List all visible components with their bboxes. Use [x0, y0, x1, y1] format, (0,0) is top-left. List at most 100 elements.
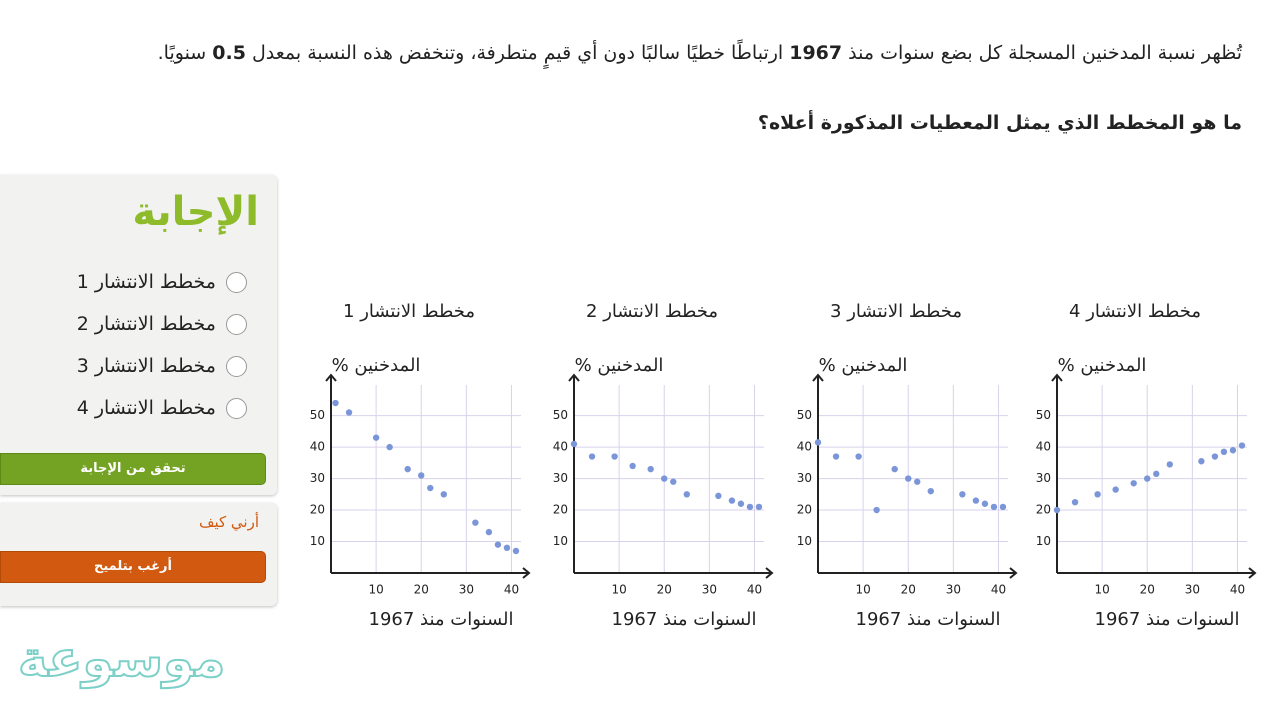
point — [1220, 448, 1228, 456]
x-axis — [1057, 567, 1257, 579]
x-tick-label: 20 — [1140, 583, 1155, 597]
check-button[interactable]: تحقق من الإجابة — [0, 453, 266, 485]
question-number: 1967 — [789, 42, 843, 64]
y-axis-label: % المدخنين — [1058, 355, 1147, 376]
point — [1112, 486, 1119, 493]
y-tick-label: 30 — [1036, 471, 1051, 485]
point — [855, 453, 862, 460]
point — [611, 453, 618, 460]
point — [999, 503, 1007, 511]
answer-title: الإجابة — [132, 189, 259, 235]
x-tick-label: 30 — [1185, 583, 1200, 597]
y-axis — [325, 373, 337, 573]
point — [905, 475, 912, 482]
option[interactable]: مخطط الانتشار 1 — [77, 271, 247, 293]
x-axis-label: السنوات منذ 1967 — [369, 609, 514, 630]
point — [1130, 480, 1137, 487]
point — [494, 541, 502, 548]
point — [914, 478, 921, 485]
chart-title: مخطط الانتشار 2 — [586, 301, 718, 322]
point — [472, 519, 479, 526]
point — [728, 497, 736, 504]
point — [386, 443, 393, 451]
point — [755, 503, 763, 511]
point — [746, 503, 754, 511]
point — [629, 462, 636, 470]
y-tick-label: 20 — [797, 503, 812, 517]
radio[interactable] — [226, 271, 247, 293]
point — [1053, 506, 1061, 514]
point — [1144, 475, 1151, 482]
x-tick-label: 20 — [657, 583, 672, 597]
radio[interactable] — [226, 355, 247, 377]
option[interactable]: مخطط الانتشار 3 — [77, 355, 247, 377]
point — [832, 453, 840, 460]
x-tick-label: 10 — [368, 583, 383, 597]
point — [418, 472, 425, 479]
y-tick-label: 40 — [553, 440, 568, 454]
option-label[interactable]: مخطط الانتشار 4 — [76, 397, 216, 419]
point — [1094, 491, 1101, 498]
option-label[interactable]: مخطط الانتشار 2 — [76, 313, 216, 335]
y-axis-label: % المدخنين — [575, 355, 664, 376]
y-tick-label: 30 — [553, 471, 568, 485]
point — [683, 491, 690, 498]
point — [715, 492, 722, 500]
x-tick-label: 20 — [901, 583, 916, 597]
y-axis-label: % المدخنين — [332, 355, 421, 376]
option-label[interactable]: مخطط الانتشار 3 — [76, 355, 216, 377]
x-axis — [818, 567, 1018, 579]
point — [1238, 442, 1246, 449]
y-tick-label: 50 — [310, 408, 325, 422]
y-tick-label: 40 — [797, 440, 812, 454]
point — [1153, 470, 1160, 478]
hint-button[interactable]: أرغب بتلميح — [0, 551, 266, 583]
point — [891, 465, 898, 473]
point — [570, 440, 578, 448]
watermark: موسوعة — [17, 629, 226, 689]
question-text: تُظهر نسبة المدخنين المسجلة كل بضع سنوات… — [842, 42, 1242, 64]
x-tick-label: 30 — [946, 583, 961, 597]
y-tick-label: 30 — [797, 471, 812, 485]
answer-panel: الإجابة مخطط الانتشار 1 مخطط الانتشار 2 … — [0, 175, 277, 495]
point — [670, 478, 677, 485]
point — [873, 506, 880, 514]
point — [1198, 458, 1205, 465]
point — [440, 491, 447, 498]
y-axis — [812, 373, 824, 573]
y-tick-label: 10 — [310, 534, 325, 548]
question-text: ارتباطًا خطيًا سالبًا دون أي قيمٍ متطرفة… — [245, 42, 790, 64]
y-tick-label: 50 — [797, 408, 812, 422]
point — [332, 399, 339, 407]
point — [1071, 498, 1079, 506]
x-tick-label: 10 — [1094, 583, 1109, 597]
point — [981, 500, 989, 507]
x-tick-label: 40 — [1230, 583, 1245, 597]
y-tick-label: 10 — [1036, 534, 1051, 548]
point — [647, 465, 654, 473]
point — [512, 547, 520, 555]
point — [1166, 461, 1173, 468]
y-axis — [568, 373, 580, 573]
point — [485, 528, 493, 536]
y-tick-label: 10 — [553, 534, 568, 548]
point — [737, 500, 745, 507]
y-tick-label: 30 — [310, 471, 325, 485]
y-tick-label: 20 — [553, 503, 568, 517]
point — [1211, 453, 1219, 460]
option-label[interactable]: مخطط الانتشار 1 — [76, 271, 216, 293]
radio[interactable] — [226, 313, 247, 335]
x-tick-label: 10 — [611, 583, 626, 597]
question-number: 0.5 — [212, 42, 246, 64]
radio[interactable] — [226, 397, 247, 419]
y-tick-label: 20 — [310, 503, 325, 517]
point — [1229, 447, 1237, 454]
option[interactable]: مخطط الانتشار 2 — [77, 313, 247, 335]
x-tick-label: 40 — [991, 583, 1006, 597]
show-me-link[interactable]: أرني كيف — [198, 513, 259, 531]
option[interactable]: مخطط الانتشار 4 — [77, 397, 247, 419]
x-tick-label: 20 — [414, 583, 429, 597]
help-panel: أرني كيف أرغب بتلميح — [0, 503, 277, 606]
chart-title: مخطط الانتشار 1 — [343, 301, 475, 322]
